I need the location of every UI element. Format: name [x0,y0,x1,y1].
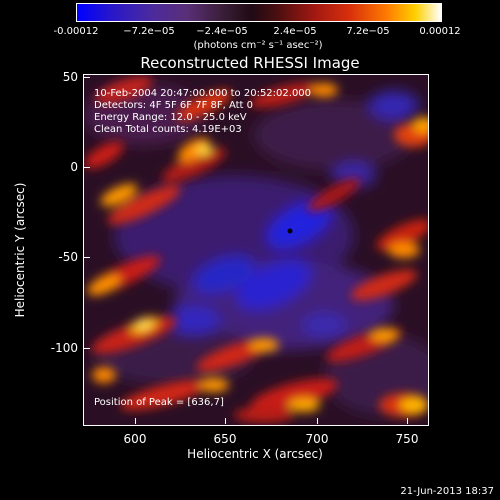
y-tick-label: 0 [70,160,78,174]
x-tick-label: 700 [305,432,329,446]
y-tick-mark [84,167,90,168]
x-tick-mark [317,418,318,424]
y-tick-mark [84,348,90,349]
image-title: Reconstructed RHESSI Image [140,54,360,72]
colorbar-tick: 0.00012 [419,26,461,37]
y-tick-mark [84,257,90,258]
colorbar-units: (photons cm⁻² s⁻¹ asec⁻²) [193,40,323,51]
y-tick-label: 50 [62,70,78,84]
colorbar [76,3,442,22]
x-tick-mark [407,418,408,424]
colorbar-tick: 2.4e−05 [273,26,317,37]
x-tick-label: 600 [123,432,147,446]
x-tick-mark [225,418,226,424]
x-tick-mark [135,418,136,424]
info-energy-range: Energy Range: 12.0 - 25.0 keV [94,112,247,123]
x-tick-label: 750 [395,432,419,446]
y-axis-title: Heliocentric Y (arcsec) [13,182,27,318]
image-plot: 10-Feb-2004 20:47:00.000 to 20:52:02.000… [83,74,429,426]
y-tick-label: -50 [58,250,78,264]
info-clean-counts: Clean Total counts: 4.19E+03 [94,124,242,135]
y-tick-mark [84,77,90,78]
x-axis-title: Heliocentric X (arcsec) [187,447,323,461]
colorbar-tick: −2.4e−05 [196,26,248,37]
colorbar-tick: −7.2e−05 [123,26,175,37]
info-peak-position: Position of Peak = [636,7] [94,397,224,408]
colorbar-tick: -0.00012 [53,26,99,37]
footer-date: 21-Jun-2013 18:37 [400,486,494,497]
x-tick-label: 650 [213,432,237,446]
reconstructed-image [84,75,428,425]
y-tick-label: -100 [50,341,78,355]
info-detectors: Detectors: 4F 5F 6F 7F 8F, Att 0 [94,100,254,111]
colorbar-tick: 7.2e−05 [346,26,390,37]
info-time-range: 10-Feb-2004 20:47:00.000 to 20:52:02.000 [94,88,312,99]
